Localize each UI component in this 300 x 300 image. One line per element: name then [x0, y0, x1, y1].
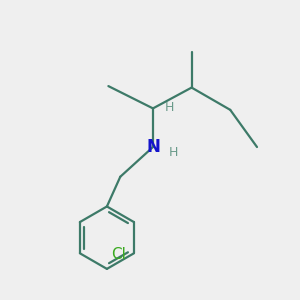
Text: Cl: Cl: [112, 247, 127, 262]
Text: H: H: [165, 101, 174, 114]
Text: H: H: [168, 146, 178, 159]
Text: N: N: [146, 138, 160, 156]
